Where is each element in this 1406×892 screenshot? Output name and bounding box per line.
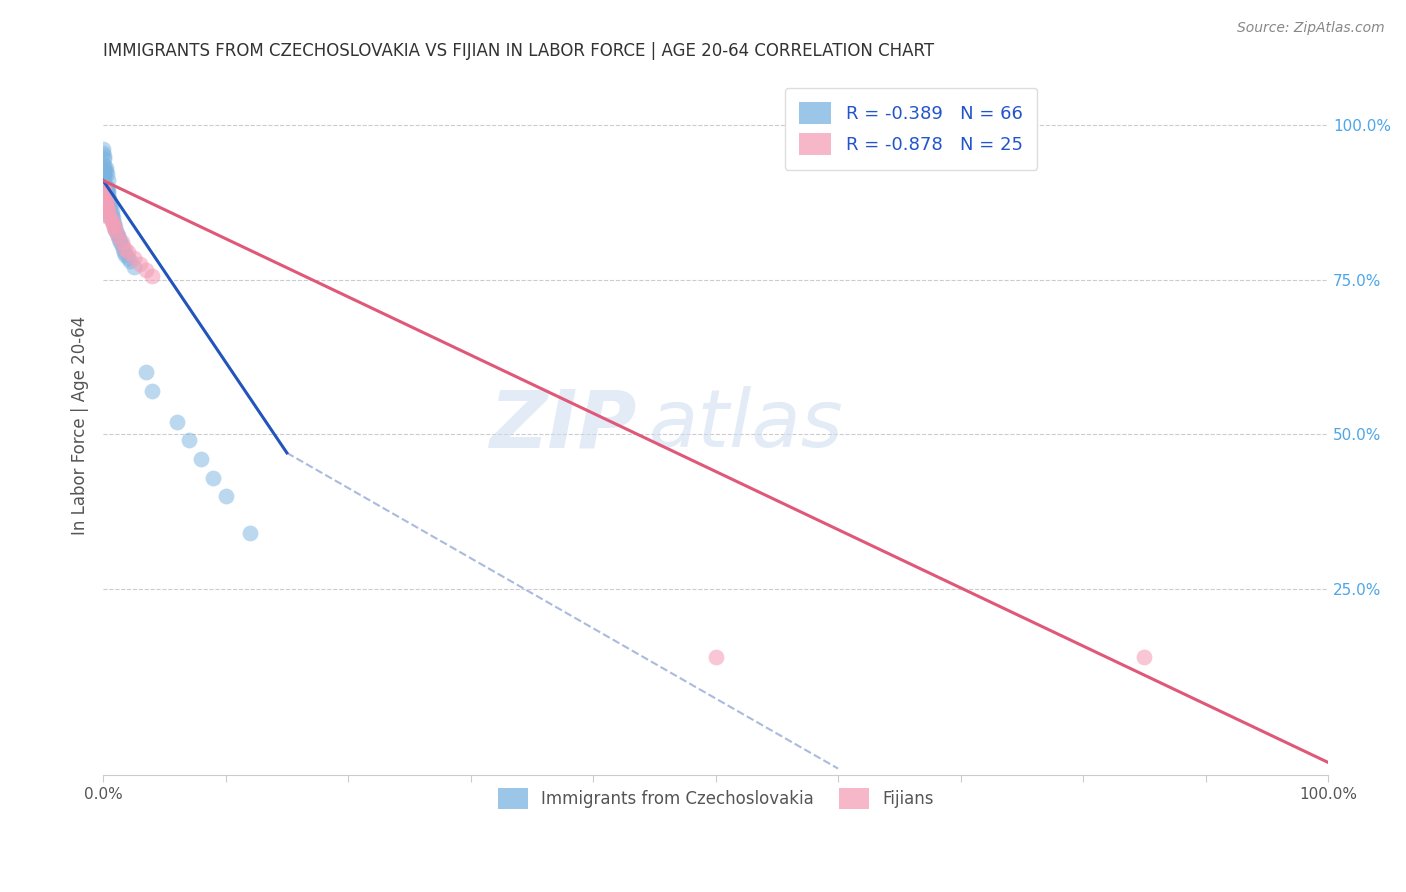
Point xyxy=(114,242,136,256)
Point xyxy=(122,260,145,274)
Point xyxy=(110,238,132,252)
Point xyxy=(94,161,117,175)
Point xyxy=(94,179,117,194)
Text: atlas: atlas xyxy=(648,386,844,464)
Point xyxy=(104,223,127,237)
Point xyxy=(104,219,127,234)
Point xyxy=(94,189,117,203)
Point xyxy=(96,167,118,181)
Point xyxy=(107,229,129,244)
Point xyxy=(97,204,120,219)
Point xyxy=(100,207,122,221)
Text: ZIP: ZIP xyxy=(489,386,636,464)
Point xyxy=(96,192,118,206)
Point xyxy=(101,213,124,227)
Point xyxy=(98,195,121,210)
Point xyxy=(94,183,117,197)
Point xyxy=(93,198,115,212)
Point xyxy=(135,365,157,379)
Point xyxy=(98,207,121,221)
Point xyxy=(100,202,122,216)
Point xyxy=(114,248,136,262)
Point xyxy=(96,189,118,203)
Point xyxy=(103,217,125,231)
Point xyxy=(97,189,120,203)
Point xyxy=(111,242,134,256)
Point xyxy=(135,263,157,277)
Point xyxy=(100,204,122,219)
Point xyxy=(94,164,117,178)
Y-axis label: In Labor Force | Age 20-64: In Labor Force | Age 20-64 xyxy=(72,316,89,534)
Point xyxy=(112,244,135,259)
Point xyxy=(100,198,122,212)
Point xyxy=(94,195,117,210)
Point xyxy=(101,211,124,225)
Point xyxy=(177,434,200,448)
Point xyxy=(704,650,727,665)
Point xyxy=(239,526,262,541)
Point xyxy=(93,204,115,219)
Point xyxy=(117,251,139,265)
Point xyxy=(93,158,115,172)
Point xyxy=(93,173,115,187)
Point xyxy=(110,235,132,250)
Point xyxy=(93,161,115,175)
Point xyxy=(100,213,122,227)
Point xyxy=(110,235,132,250)
Point xyxy=(105,226,128,240)
Point xyxy=(166,415,188,429)
Point xyxy=(93,202,115,216)
Point xyxy=(93,189,115,203)
Point xyxy=(96,202,118,216)
Point xyxy=(93,149,115,163)
Point xyxy=(91,145,114,160)
Point xyxy=(94,192,117,206)
Point xyxy=(94,192,117,206)
Point xyxy=(98,192,121,206)
Point xyxy=(97,183,120,197)
Point xyxy=(96,186,118,200)
Point xyxy=(103,219,125,234)
Point xyxy=(104,223,127,237)
Point xyxy=(93,170,115,185)
Point xyxy=(94,195,117,210)
Legend: Immigrants from Czechoslovakia, Fijians: Immigrants from Czechoslovakia, Fijians xyxy=(491,781,941,815)
Point xyxy=(202,470,225,484)
Point xyxy=(93,195,115,210)
Point xyxy=(91,143,114,157)
Point xyxy=(93,183,115,197)
Point xyxy=(1133,650,1156,665)
Text: IMMIGRANTS FROM CZECHOSLOVAKIA VS FIJIAN IN LABOR FORCE | AGE 20-64 CORRELATION : IMMIGRANTS FROM CZECHOSLOVAKIA VS FIJIAN… xyxy=(103,42,934,60)
Point xyxy=(93,167,115,181)
Point xyxy=(93,179,115,194)
Point xyxy=(100,211,122,225)
Point xyxy=(108,232,131,246)
Point xyxy=(96,179,118,194)
Point xyxy=(122,251,145,265)
Point xyxy=(128,257,150,271)
Point xyxy=(94,186,117,200)
Point xyxy=(93,177,115,191)
Point xyxy=(96,198,118,212)
Point xyxy=(97,186,120,200)
Text: Source: ZipAtlas.com: Source: ZipAtlas.com xyxy=(1237,21,1385,35)
Point xyxy=(93,164,115,178)
Point xyxy=(141,269,163,284)
Point xyxy=(107,229,129,244)
Point xyxy=(96,183,118,197)
Point xyxy=(93,192,115,206)
Point xyxy=(93,186,115,200)
Point xyxy=(93,152,115,166)
Point xyxy=(120,254,142,268)
Point xyxy=(93,179,115,194)
Point xyxy=(214,489,236,503)
Point xyxy=(117,244,139,259)
Point xyxy=(190,452,212,467)
Point xyxy=(101,217,124,231)
Point xyxy=(141,384,163,398)
Point xyxy=(93,207,115,221)
Point xyxy=(97,173,120,187)
